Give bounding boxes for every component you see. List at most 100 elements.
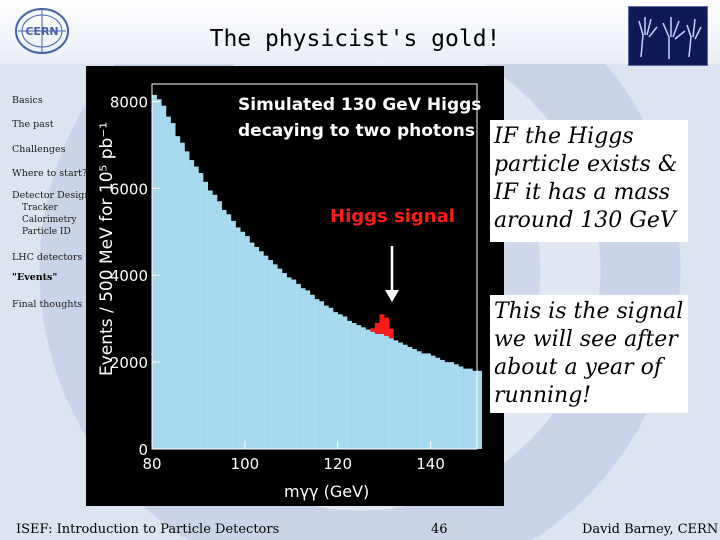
background-bin <box>360 327 366 449</box>
footer-course: ISEF: Introduction to Particle Detectors <box>16 522 280 537</box>
background-bin <box>323 305 329 449</box>
chart-title-line2: decaying to two photons <box>238 121 475 141</box>
chart-panel: 0 2000 4000 6000 8000 80 100 120 140 Simulated 1… <box>86 66 504 506</box>
sidebar-item-detector-design[interactable]: Detector Design <box>12 190 91 201</box>
y-axis-label: Events / 500 MeV for 10⁵ pb⁻¹ <box>97 122 117 376</box>
y-tick-label: 6000 <box>110 180 148 198</box>
background-bin <box>175 136 181 449</box>
higgs-chart: 0 2000 4000 6000 8000 80 100 120 140 Simulated 1… <box>97 83 482 501</box>
background-bin <box>453 364 459 449</box>
background-bin <box>198 173 204 449</box>
background-bin <box>425 353 431 449</box>
sidebar <box>12 64 84 514</box>
background-bin <box>165 116 171 449</box>
background-bin <box>370 331 376 449</box>
x-tick-label: 80 <box>142 455 161 473</box>
signal-bin <box>388 328 394 339</box>
background-bin <box>412 349 417 449</box>
background-bin <box>439 359 445 449</box>
background-bin <box>388 338 394 449</box>
background-bin <box>235 227 241 449</box>
background-bin <box>286 277 292 449</box>
y-tick-label: 0 <box>138 441 148 459</box>
higgs-signal-annotation: Higgs signal <box>330 206 455 227</box>
page-title: The physicist's gold! <box>209 26 501 52</box>
background-bin <box>295 283 301 449</box>
background-bin <box>152 94 157 449</box>
sidebar-item-the-past[interactable]: The past <box>12 119 54 130</box>
background-bin <box>472 370 478 449</box>
plot-frame <box>151 83 478 450</box>
sidebar-item-events[interactable]: "Events" <box>12 272 58 283</box>
sidebar-item-final-thoughts[interactable]: Final thoughts <box>12 299 83 310</box>
background-bin <box>212 194 218 449</box>
background-bin <box>463 368 469 449</box>
sidebar-item-basics[interactable]: Basics <box>12 95 43 106</box>
background-bin <box>467 368 473 449</box>
background-bin <box>226 214 232 449</box>
y-tick-label: 8000 <box>110 93 148 111</box>
x-tick-label: 100 <box>231 455 260 473</box>
x-tick-label: 140 <box>416 455 445 473</box>
background-bin <box>314 299 320 449</box>
background-bin <box>184 151 190 449</box>
background-bin <box>402 344 408 449</box>
background-bin <box>333 312 339 449</box>
condition-textbox: IF the Higgs particle exists & IF it has… <box>490 120 688 242</box>
background-bin <box>407 346 413 449</box>
cern-logo-icon: CERN <box>15 8 69 54</box>
footer-author: David Barney, CERN <box>582 522 719 537</box>
sidebar-item-calorimetry[interactable]: Calorimetry <box>22 215 77 225</box>
sidebar-item-particle-id[interactable]: Particle ID <box>22 227 71 237</box>
background-bin <box>458 366 464 449</box>
signal-bin <box>370 328 376 332</box>
cern-logo-text: CERN <box>25 25 58 38</box>
sidebar-item-challenges[interactable]: Challenges <box>12 144 66 155</box>
background-bin <box>272 264 278 449</box>
background-bin <box>305 290 311 449</box>
background-bin <box>337 314 343 449</box>
background-bin <box>240 231 246 449</box>
background-bin <box>309 294 315 449</box>
background-bin <box>217 201 222 449</box>
background-bin <box>342 316 348 449</box>
background-bin <box>156 99 162 450</box>
sidebar-item-lhc-detectors[interactable]: LHC detectors <box>12 252 83 263</box>
x-tick-label: 120 <box>323 455 352 473</box>
background-bin <box>277 268 283 449</box>
background-bin <box>207 190 213 449</box>
chart-title-line1: Simulated 130 GeV Higgs <box>238 95 481 115</box>
background-bin <box>282 273 287 449</box>
background-bin <box>203 181 209 449</box>
background-bin <box>328 307 334 449</box>
y-tick-label: 2000 <box>110 354 148 372</box>
background-bin <box>161 105 167 449</box>
background-bin <box>374 333 380 449</box>
background-bin <box>189 160 195 449</box>
background-bin <box>435 357 441 449</box>
background-bin <box>356 325 362 449</box>
background-bin <box>300 288 306 449</box>
background-bin <box>398 342 404 449</box>
slide-header: CERN The physicist's gold! <box>0 0 720 66</box>
sidebar-item-where-to-start[interactable]: Where to start? <box>12 168 88 179</box>
background-bin <box>319 301 325 449</box>
footer-page-number: 46 <box>431 522 448 537</box>
background-bin <box>351 322 357 449</box>
background-bin <box>393 340 399 449</box>
signal-arrowhead <box>385 290 399 302</box>
signal-bin <box>374 322 380 334</box>
background-bin <box>444 362 450 449</box>
background-bin <box>258 251 264 449</box>
background-bin <box>244 236 250 449</box>
signal-bin <box>384 317 390 337</box>
signal-textbox: This is the signal we will see after abo… <box>490 295 688 413</box>
background-bin <box>379 333 385 449</box>
background-bin <box>430 355 436 449</box>
background-bin <box>421 353 427 449</box>
background-bin <box>179 142 185 449</box>
background-bin <box>384 336 390 449</box>
background-bin <box>416 351 422 449</box>
background-bin <box>170 123 176 449</box>
sidebar-item-tracker[interactable]: Tracker <box>22 203 58 213</box>
